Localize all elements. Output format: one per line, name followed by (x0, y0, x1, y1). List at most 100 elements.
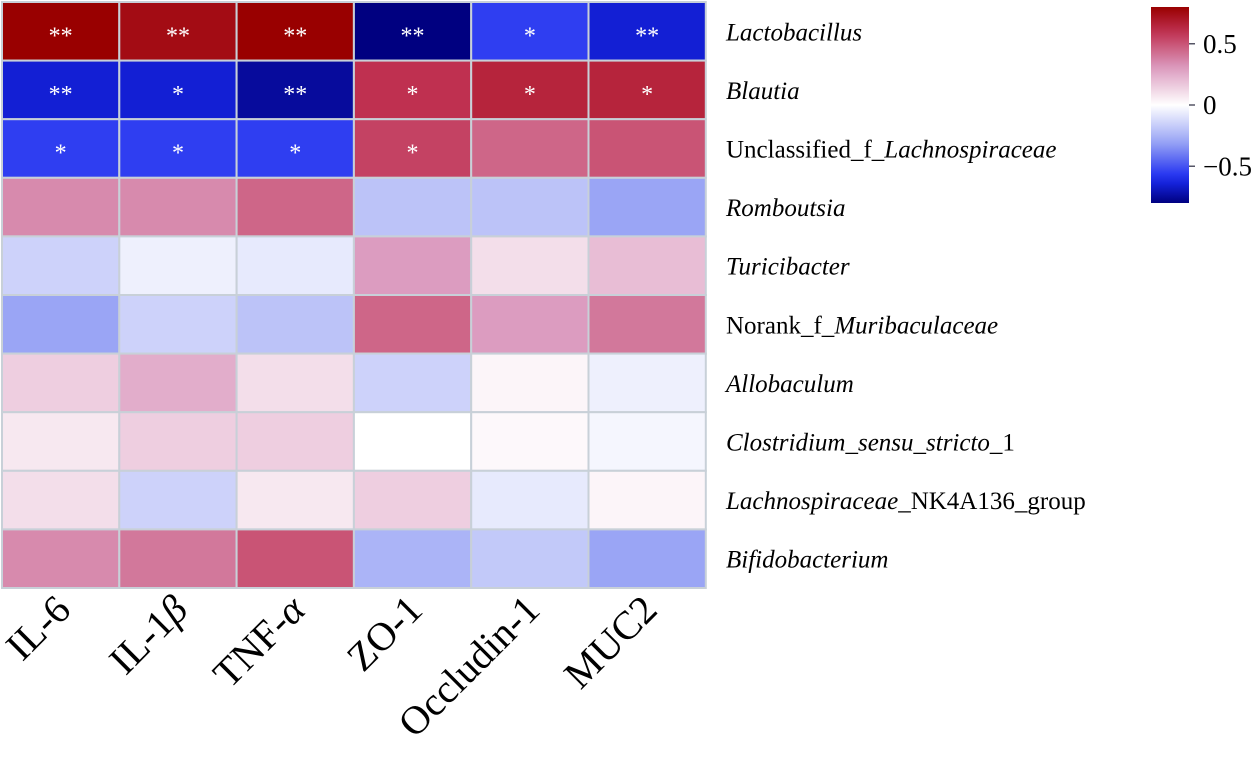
column-label: ZO-1 (338, 587, 431, 680)
row-label: Clostridium_sensu_stricto_1 (726, 430, 1015, 457)
row-label-part: Blautia (726, 78, 800, 105)
heatmap-cell (1, 469, 121, 531)
column-label: MUC2 (555, 587, 665, 697)
heatmap-cell (235, 352, 355, 414)
heatmap-cell (118, 118, 238, 179)
row-labels: LactobacillusBlautiaUnclassified_f_Lachn… (724, 19, 1086, 573)
heatmap-cell (470, 352, 590, 414)
heatmap-cell (118, 1, 238, 62)
heatmap-cell (587, 528, 707, 590)
column-label-part: IL-6 (0, 587, 79, 669)
row-label: Lactobacillus (725, 19, 862, 46)
heatmap-cell (352, 176, 473, 238)
colorbar-tick-label: 0.5 (1203, 29, 1237, 59)
colorbar: 0.5 0 −0.5 (1151, 7, 1252, 203)
row-label-part: _1 (989, 430, 1015, 457)
significance-mark: * (55, 141, 67, 167)
row-label-part: Norank_f_ (726, 312, 835, 339)
heatmap-cell (118, 176, 238, 238)
heatmap-cell (587, 176, 707, 238)
column-label-part: MUC2 (555, 587, 665, 697)
significance-mark: * (172, 82, 184, 108)
row-label: Allobaculum (724, 371, 854, 398)
row-label-part: Clostridium_sensu_stricto (726, 430, 990, 457)
row-label-part: Turicibacter (726, 254, 850, 281)
heatmap-cell (352, 59, 473, 121)
significance-mark: ** (49, 82, 73, 108)
heatmap-cell (1, 528, 121, 590)
row-label-part: Bifidobacterium (726, 547, 888, 574)
heatmap-cell (235, 176, 355, 238)
row-label: Bifidobacterium (726, 547, 888, 574)
column-label: TNF-α (204, 586, 314, 696)
heatmap-cell (352, 294, 473, 355)
heatmap-cell (118, 411, 238, 472)
heatmap-cell (470, 235, 590, 296)
significance-mark: * (407, 82, 419, 108)
heatmap-cell (587, 1, 707, 62)
colorbar-gradient (1151, 7, 1189, 203)
heatmap-cell (470, 411, 590, 472)
heatmap-cell (1, 235, 121, 296)
row-label-part: Unclassified_f_ (726, 137, 885, 164)
heatmap-cell (352, 118, 473, 179)
row-label-part: Muribaculaceae (833, 312, 998, 339)
significance-mark: ** (49, 23, 73, 49)
column-label-part: ZO-1 (338, 587, 431, 680)
column-label: IL-1β (100, 586, 196, 682)
heatmap-cell (118, 528, 238, 590)
row-label: Norank_f_Muribaculaceae (726, 312, 998, 339)
significance-mark: * (641, 82, 653, 108)
significance-mark: ** (166, 23, 190, 49)
heatmap-cell (1, 411, 121, 472)
column-label: IL-6 (0, 587, 79, 669)
row-label: Blautia (726, 78, 800, 105)
significance-mark: * (407, 141, 419, 167)
significance-mark: ** (635, 23, 659, 49)
heatmap-cell (352, 235, 473, 296)
heatmap-cell (470, 469, 590, 531)
heatmap-cell (1, 352, 121, 414)
heatmap-cell (118, 469, 238, 531)
row-label-part: Allobaculum (724, 371, 854, 398)
heatmap-cell (235, 294, 355, 355)
colorbar-tick-label: −0.5 (1203, 151, 1252, 181)
heatmap-cell (118, 235, 238, 296)
row-label: Romboutsia (725, 195, 845, 222)
significance-marks: ** ** ** ** * **** * ** * * ** * * * (49, 23, 660, 166)
row-label-part: Lachnospiraceae (883, 137, 1056, 164)
significance-mark: ** (401, 23, 425, 49)
significance-mark: ** (283, 23, 307, 49)
heatmap-cell (1, 294, 121, 355)
significance-mark: ** (283, 82, 307, 108)
row-label: Turicibacter (726, 254, 850, 281)
row-label-part: Lactobacillus (725, 19, 862, 46)
heatmap-cell (470, 528, 590, 590)
significance-mark: * (524, 82, 536, 108)
heatmap-cell (587, 411, 707, 472)
colorbar-tick-label: 0 (1203, 90, 1217, 120)
heatmap-cell (1, 176, 121, 238)
heatmap-cell (118, 59, 238, 121)
row-label: Unclassified_f_Lachnospiraceae (726, 137, 1057, 164)
row-label-part: Lachnospiraceae (725, 488, 898, 515)
row-label-part: Romboutsia (725, 195, 845, 222)
heatmap-cell (470, 118, 590, 179)
significance-mark: * (289, 141, 301, 167)
heatmap-cell (352, 352, 473, 414)
heatmap-cell (235, 411, 355, 472)
row-label: Lachnospiraceae_NK4A136_group (725, 488, 1086, 515)
significance-mark: * (172, 141, 184, 167)
heatmap-cell (470, 176, 590, 238)
significance-mark: * (524, 23, 536, 49)
heatmap-cell (587, 235, 707, 296)
heatmap-cell (352, 528, 473, 590)
heatmap-cell (118, 294, 238, 355)
heatmap-cell (587, 118, 707, 179)
heatmap-cell (587, 352, 707, 414)
heatmap-cell (587, 469, 707, 531)
heatmap-cell (235, 469, 355, 531)
heatmap-cell (1, 1, 121, 62)
